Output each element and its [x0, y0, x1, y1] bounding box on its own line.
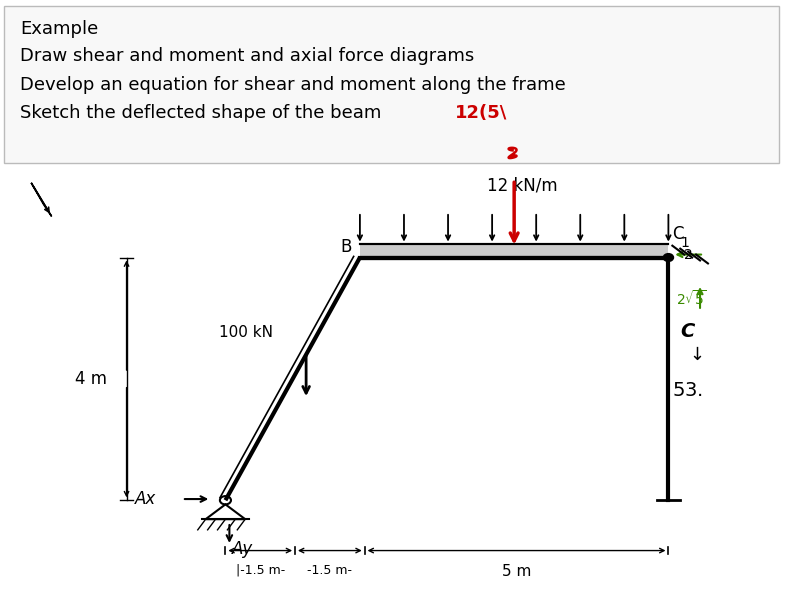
Text: 12(5\: 12(5\ [455, 104, 507, 121]
Text: $\downarrow$: $\downarrow$ [686, 346, 702, 364]
Text: Draw shear and moment and axial force diagrams: Draw shear and moment and axial force di… [20, 47, 474, 65]
Text: Sketch the deflected shape of the beam: Sketch the deflected shape of the beam [20, 104, 381, 121]
FancyBboxPatch shape [4, 6, 779, 163]
Text: Develop an equation for shear and moment along the frame: Develop an equation for shear and moment… [20, 76, 566, 94]
Text: B: B [341, 238, 352, 256]
Text: |-1.5 m-: |-1.5 m- [236, 564, 285, 577]
Text: 1: 1 [680, 236, 689, 250]
Text: $53.$: $53.$ [672, 381, 703, 400]
Text: C: C [680, 322, 694, 341]
Text: C: C [672, 225, 684, 243]
Text: 100 kN: 100 kN [219, 325, 273, 340]
Text: -1.5 m-: -1.5 m- [308, 564, 352, 577]
Text: Ay: Ay [232, 540, 253, 558]
Text: 2: 2 [684, 247, 693, 262]
FancyBboxPatch shape [360, 244, 668, 258]
Text: 12 kN/m: 12 kN/m [486, 176, 558, 194]
Text: 4 m: 4 m [75, 370, 107, 388]
Text: 5 m: 5 m [501, 564, 532, 578]
Circle shape [664, 254, 673, 261]
Text: $2\sqrt{5}$: $2\sqrt{5}$ [676, 289, 707, 308]
Text: Example: Example [20, 20, 98, 37]
Text: Ax: Ax [134, 490, 156, 508]
